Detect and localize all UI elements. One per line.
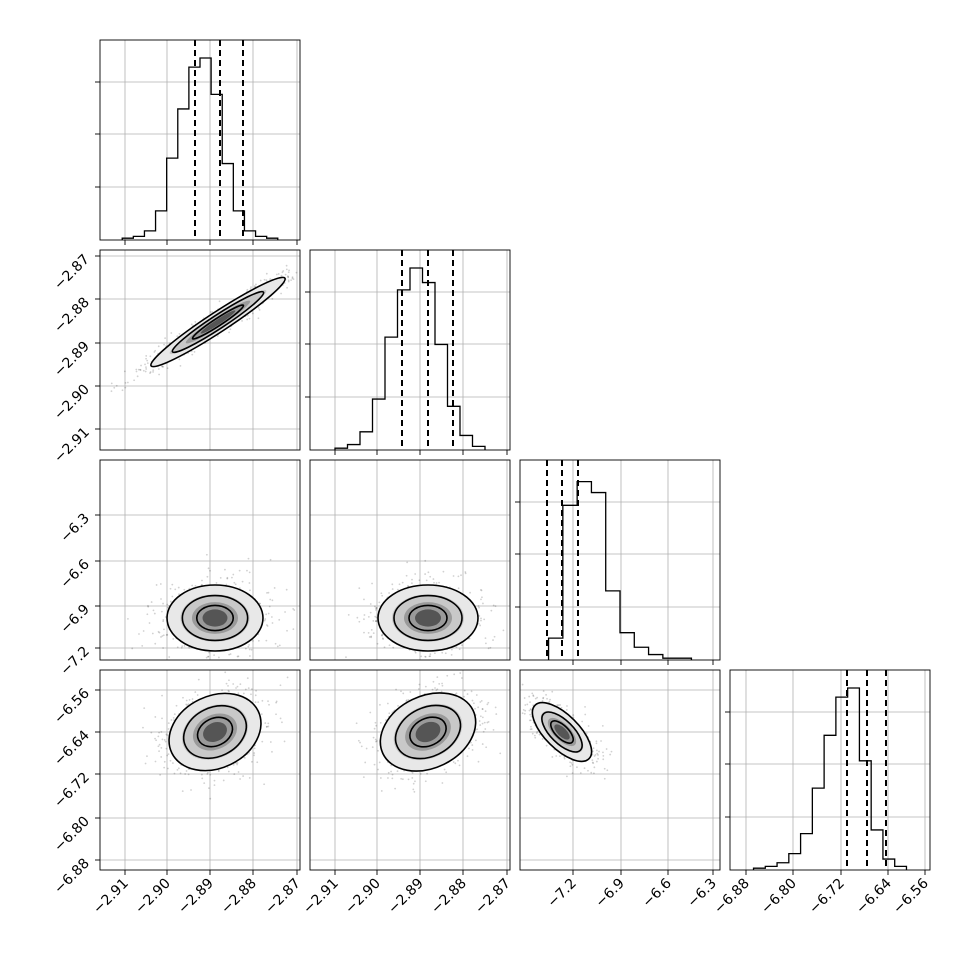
- x-tick-label: −2.90: [132, 876, 174, 918]
- y-tick-label: −2.91: [51, 425, 93, 467]
- x-tick-label: −2.88: [218, 876, 260, 918]
- contour: [182, 704, 248, 760]
- x-tick-label: −2.87: [262, 876, 304, 918]
- contour: [150, 276, 286, 368]
- y-tick-label: −6.6: [57, 556, 92, 591]
- scatter-panel-2-1: [309, 459, 511, 661]
- y-tick-label: −2.88: [51, 295, 93, 337]
- contour: [166, 584, 264, 652]
- y-tick-label: −6.88: [51, 856, 93, 898]
- contour: [408, 604, 448, 632]
- x-tick-label: −6.88: [711, 876, 753, 918]
- x-tick-label: −2.90: [342, 876, 384, 918]
- hist-panel-2: [515, 459, 721, 661]
- contour: [393, 594, 463, 642]
- scatter-panel-3-2: [519, 669, 721, 871]
- y-tick-label: −6.72: [51, 770, 93, 812]
- contour: [409, 716, 447, 748]
- scatter-panel-1-0: [99, 249, 301, 451]
- contour: [196, 716, 234, 748]
- y-tick-label: −7.2: [57, 644, 92, 679]
- histogram-1: [334, 267, 486, 450]
- y-tick-label: −6.80: [51, 814, 93, 856]
- contour: [191, 304, 245, 340]
- x-tick-label: −7.2: [544, 876, 579, 911]
- contour: [541, 711, 583, 753]
- hist-panel-0: [95, 39, 301, 241]
- histogram-0: [121, 57, 279, 240]
- histogram-3: [752, 687, 908, 870]
- x-tick-label: −6.9: [592, 876, 627, 911]
- scatter-panel-2-0: [99, 459, 301, 661]
- contour: [168, 692, 262, 772]
- y-tick-label: −2.87: [51, 252, 93, 294]
- x-tick-label: −2.88: [428, 876, 470, 918]
- y-tick-label: −6.56: [51, 685, 93, 727]
- x-tick-label: −6.6: [639, 875, 674, 910]
- x-tick-label: −2.87: [472, 876, 514, 918]
- scatter-panel-3-0: [99, 669, 301, 871]
- x-tick-label: −2.89: [385, 876, 427, 918]
- contour: [379, 692, 477, 772]
- y-tick-label: −6.3: [57, 511, 92, 546]
- y-tick-label: −2.90: [51, 382, 93, 424]
- y-tick-label: −6.64: [51, 727, 93, 769]
- x-tick-label: −2.91: [90, 876, 132, 918]
- contour: [181, 594, 249, 642]
- contour: [394, 704, 462, 760]
- y-tick-label: −6.9: [57, 602, 92, 637]
- contour: [195, 604, 235, 632]
- y-tick-label: −2.89: [51, 339, 93, 381]
- x-tick-label: −6.72: [806, 876, 848, 918]
- scatter-panel-3-1: [309, 669, 511, 871]
- x-tick-label: −6.56: [890, 875, 932, 917]
- x-tick-label: −6.80: [758, 876, 800, 918]
- contour: [171, 290, 265, 354]
- x-tick-label: −2.91: [300, 876, 342, 918]
- hist-panel-3: [725, 669, 931, 871]
- x-tick-label: −2.89: [175, 876, 217, 918]
- hist-panel-1: [305, 249, 511, 451]
- contour: [531, 701, 593, 763]
- contour: [549, 720, 575, 744]
- x-tick-label: −6.64: [853, 875, 895, 917]
- histogram-2: [547, 480, 693, 660]
- contour: [377, 584, 479, 652]
